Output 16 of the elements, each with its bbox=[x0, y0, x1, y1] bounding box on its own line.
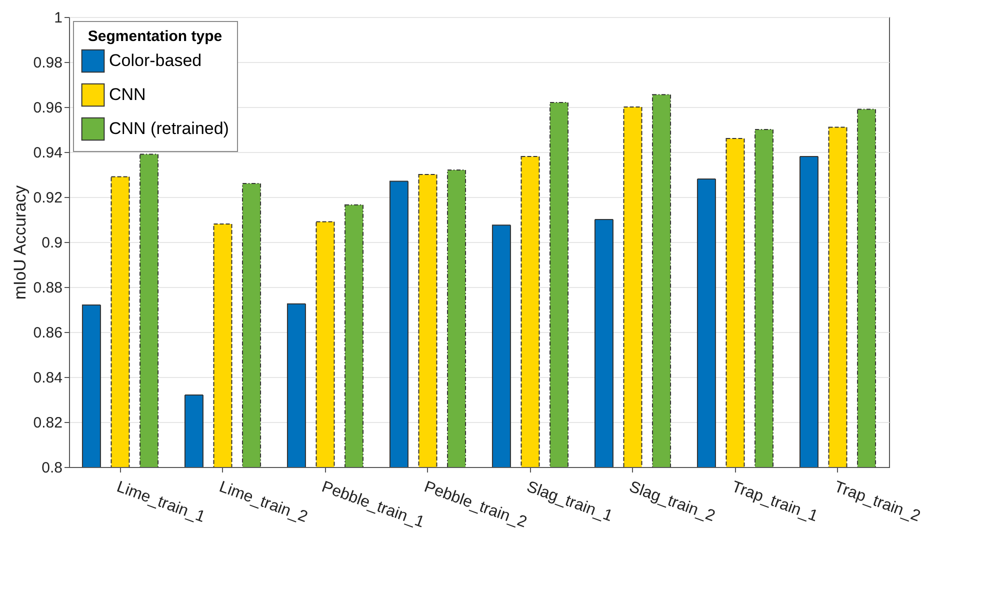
y-tick-label: 0.84 bbox=[33, 370, 62, 386]
legend-label: Color-based bbox=[109, 51, 202, 70]
y-tick-label: 0.98 bbox=[33, 54, 62, 72]
y-tick-label: 0.86 bbox=[33, 324, 62, 342]
legend-label: CNN (retrained) bbox=[109, 119, 229, 138]
y-tick-label: 0.92 bbox=[33, 190, 62, 206]
y-tick-label: 0.82 bbox=[33, 414, 62, 432]
y-axis-title: mIoU Accuracy bbox=[10, 184, 30, 300]
y-tick-label: 0.88 bbox=[33, 280, 62, 296]
legend-title: Segmentation type bbox=[88, 28, 222, 45]
y-tick-label: 0.8 bbox=[42, 460, 62, 476]
y-tick-label: 0.96 bbox=[33, 100, 62, 116]
legend-label: CNN bbox=[109, 85, 146, 104]
y-tick-label: 1 bbox=[54, 10, 62, 26]
y-tick-label: 0.94 bbox=[33, 144, 62, 162]
y-tick-label: 0.9 bbox=[42, 234, 62, 252]
